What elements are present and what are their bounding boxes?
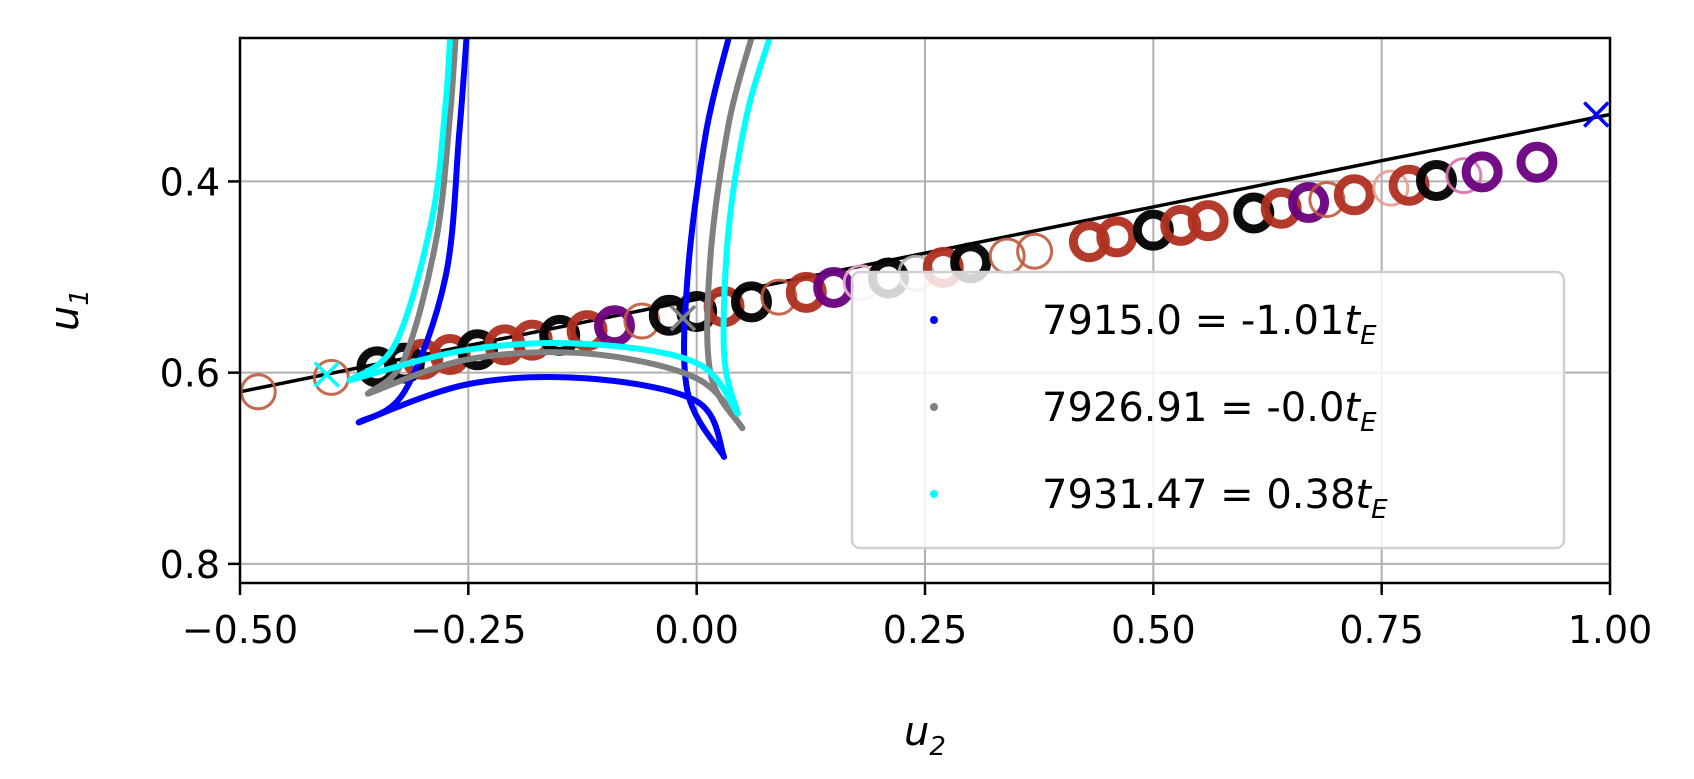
caustic-curve-left-cusp xyxy=(346,38,454,384)
image-circle-marker xyxy=(1461,151,1503,193)
image-circle-marker xyxy=(730,281,772,323)
legend-marker xyxy=(930,316,938,324)
legend-label: 7915.0 = -1.01tE xyxy=(1042,298,1377,351)
caustic-curve-right-cusp xyxy=(681,38,732,460)
x-tick-label: 0.75 xyxy=(1339,608,1424,652)
caustic-curve-right-cusp xyxy=(704,38,755,432)
caustic-curve-lower-arc xyxy=(355,373,728,460)
source-x-marker xyxy=(1583,101,1610,128)
y-tick-label: 0.8 xyxy=(160,543,220,587)
y-axis-label: u1 xyxy=(42,289,95,331)
legend-marker xyxy=(930,403,938,411)
image-circle-marker xyxy=(813,267,855,309)
image-circle-marker xyxy=(1415,159,1457,201)
legend-label: 7931.47 = 0.38tE xyxy=(1042,472,1388,525)
x-tick-label: 0.00 xyxy=(654,608,739,652)
image-circle-marker xyxy=(1372,169,1410,207)
source-x-marker xyxy=(313,361,341,388)
axes-ticks: −0.50 −0.25 0.00 0.25 0.50 0.75 1.00 0.4 0.6 0.8 xyxy=(160,160,1653,652)
legend: 7915.0 = -1.01tE 7926.91 = -0.0tE 7931.47 … xyxy=(850,270,1566,550)
image-circle-marker xyxy=(1096,216,1138,258)
image-circle-marker xyxy=(1308,181,1346,219)
image-circle-marker xyxy=(1187,200,1229,242)
caustic-curve-upper-arc xyxy=(346,340,741,417)
legend-label: 7926.91 = -0.0tE xyxy=(1042,385,1377,438)
x-tick-label: 0.50 xyxy=(1111,608,1196,652)
image-circle-marker xyxy=(1333,174,1375,216)
legend-box xyxy=(850,270,1566,550)
image-circle-marker xyxy=(240,373,277,411)
source-x-marker xyxy=(669,304,697,332)
caustic-curve-right-cusp xyxy=(720,38,773,417)
y-tick-label: 0.6 xyxy=(160,352,220,396)
x-tick-label: −0.25 xyxy=(410,608,526,652)
image-circle-marker xyxy=(1516,141,1558,183)
image-circle-marker xyxy=(1445,157,1483,195)
image-circle-marker xyxy=(312,358,350,396)
legend-marker xyxy=(930,490,938,498)
caustic-curve-lower-arc xyxy=(364,349,746,432)
image-circle-marker xyxy=(1016,232,1054,270)
x-tick-label: 1.00 xyxy=(1568,608,1653,652)
image-circle-marker xyxy=(593,305,635,347)
x-tick-label: 0.25 xyxy=(883,608,968,652)
image-circle-marker xyxy=(760,278,798,316)
image-circle-marker xyxy=(1288,181,1330,223)
caustic-curve-left-cusp xyxy=(355,38,470,426)
plot-area xyxy=(240,38,1610,460)
x-tick-label: −0.50 xyxy=(182,608,298,652)
x-axis-label: u2 xyxy=(904,709,946,762)
y-tick-label: 0.4 xyxy=(160,160,220,204)
